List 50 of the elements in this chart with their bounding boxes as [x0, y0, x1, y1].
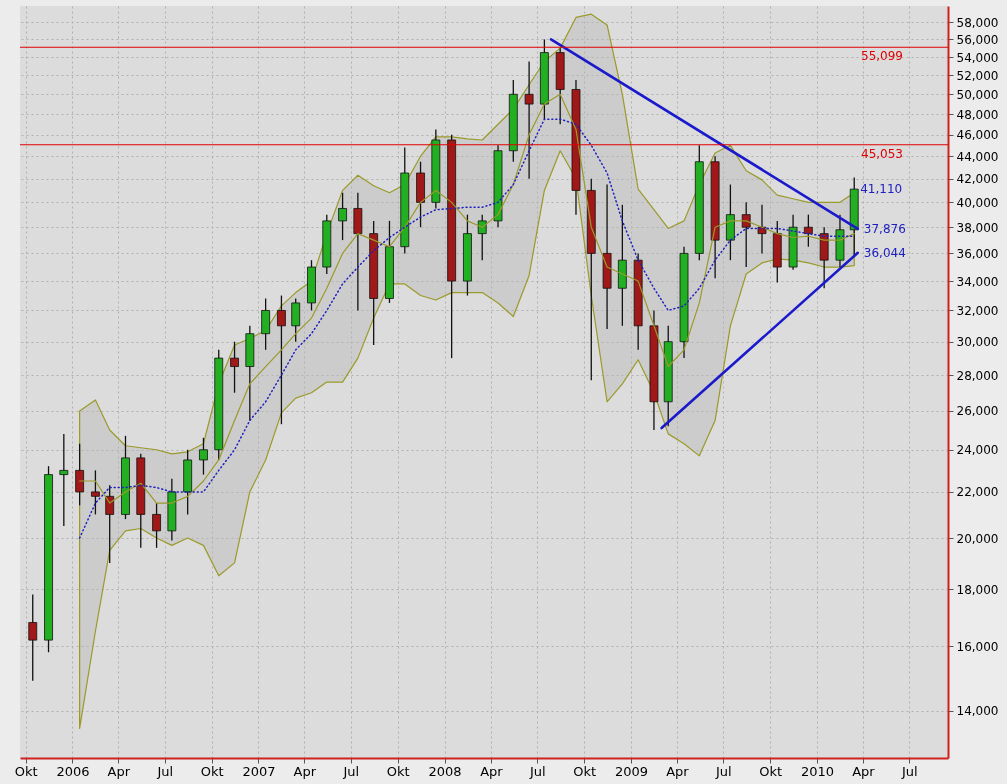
- y-tick-label: 18,000: [956, 582, 999, 597]
- y-tick-label: 26,000: [956, 404, 999, 419]
- y-tick-label: 46,000: [956, 128, 999, 143]
- y-tick-label: 36,000: [956, 246, 999, 261]
- y-tick-label: 16,000: [956, 639, 999, 654]
- y-tick-label: 24,000: [956, 443, 999, 458]
- x-tick-label: Apr: [480, 763, 504, 779]
- x-tick-label: Apr: [293, 763, 317, 779]
- x-tick-label: Okt: [200, 763, 224, 779]
- y-tick-label: 22,000: [956, 485, 999, 500]
- x-tick-label: Okt: [573, 763, 597, 779]
- y-tick-label: 28,000: [956, 368, 999, 383]
- y-tick-label: 20,000: [956, 531, 999, 546]
- x-tick-label: Jul: [528, 763, 546, 779]
- candlestick: [59, 433, 69, 527]
- x-tick-label: 2007: [242, 763, 276, 779]
- candlestick: [28, 593, 38, 682]
- x-tick-label: 2008: [428, 763, 462, 779]
- y-tick-label: 44,000: [956, 149, 999, 164]
- x-tick-label: 2009: [614, 763, 649, 779]
- ref-line-label: 45,053: [861, 146, 903, 161]
- x-tick-label: Okt: [759, 763, 783, 779]
- y-tick-label: 30,000: [956, 335, 999, 350]
- y-tick-label: 42,000: [956, 172, 999, 187]
- x-tick-label: 2006: [56, 763, 90, 779]
- y-tick-label: 40,000: [956, 195, 999, 210]
- x-tick-label: Apr: [852, 763, 876, 779]
- x-tick-label: Apr: [107, 763, 131, 779]
- x-tick-label: Jul: [714, 763, 732, 779]
- x-tick-label: Jul: [900, 763, 918, 779]
- y-tick-label: 34,000: [956, 274, 999, 289]
- x-tick-label: Okt: [14, 763, 38, 779]
- y-tick-label: 56,000: [956, 32, 999, 47]
- y-tick-label: 58,000: [956, 15, 999, 30]
- annotation: 41,110: [860, 182, 903, 197]
- y-tick-label: 38,000: [956, 220, 999, 235]
- y-tick-label: 50,000: [956, 87, 999, 102]
- y-tick-label: 14,000: [956, 704, 999, 719]
- y-tick-label: 52,000: [956, 68, 999, 83]
- y-tick-label: 48,000: [956, 107, 999, 122]
- x-tick-label: Jul: [156, 763, 174, 779]
- annotation: 37,876: [863, 221, 906, 236]
- ref-line-label: 55,099: [861, 49, 903, 64]
- x-tick-label: Okt: [386, 763, 410, 779]
- y-tick-label: 32,000: [956, 303, 999, 318]
- x-tick-label: Apr: [666, 763, 690, 779]
- annotation: 36,044: [863, 245, 906, 260]
- y-tick-label: 54,000: [956, 50, 999, 65]
- x-tick-label: Jul: [342, 763, 360, 779]
- x-tick-label: 2010: [800, 763, 835, 779]
